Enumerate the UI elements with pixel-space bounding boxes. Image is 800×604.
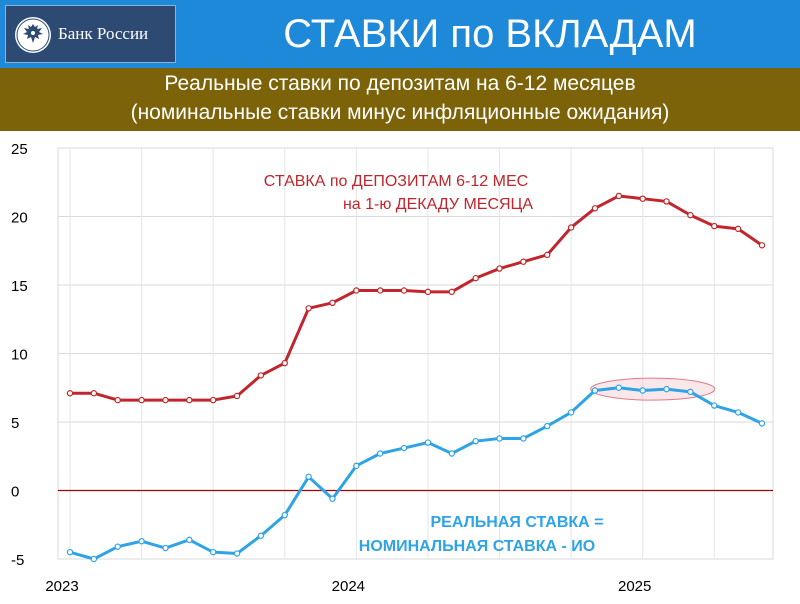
- nominal-data-point: [615, 192, 623, 200]
- subtitle-line-2: (номинальные ставки минус инфляционные о…: [130, 101, 670, 124]
- nominal-data-point: [257, 372, 265, 379]
- subtitle-line-1: Реальные ставки по депозитам на 6-12 мес…: [164, 72, 636, 95]
- real-data-point: [186, 536, 193, 544]
- real-data-point: [377, 450, 384, 457]
- nominal-data-point: [544, 251, 551, 259]
- real-data-point: [281, 511, 288, 519]
- real-data-point: [544, 422, 551, 430]
- real-data-point: [209, 548, 217, 556]
- header-bar: Банк России СТАВКИ по ВКЛАДАМ: [0, 0, 800, 68]
- deposit-rates-chart: 25 20 15 10 5 0 -5 2023 2024 2025 СТАВКА по ДЕПО…: [11, 141, 774, 595]
- nominal-data-point: [281, 359, 288, 367]
- real-data-point: [663, 385, 670, 393]
- nominal-data-point: [448, 288, 455, 296]
- nominal-data-point: [711, 222, 718, 230]
- nominal-data-point: [353, 287, 360, 294]
- real-data-point: [520, 435, 527, 442]
- bank-name: Банк России: [58, 24, 149, 43]
- y-tick-label: 15: [11, 278, 28, 295]
- series-layer: [66, 192, 766, 563]
- y-tick-label: -5: [11, 552, 24, 569]
- y-axis-ticks: 25 20 15 10 5 0 -5: [11, 141, 28, 569]
- y-tick-label: 20: [11, 210, 28, 227]
- real-data-point: [591, 387, 599, 394]
- nominal-data-point: [233, 392, 241, 400]
- real-data-point: [353, 462, 360, 470]
- real-data-point: [496, 435, 503, 442]
- bank-logo: Банк России: [5, 5, 176, 63]
- real-data-point: [329, 495, 336, 502]
- nominal-data-point: [305, 305, 312, 312]
- y-tick-label: 5: [11, 415, 19, 432]
- real-data-point: [257, 532, 265, 539]
- nominal-annotation-line1: СТАВКА по ДЕПОЗИТАМ 6-12 МЕС: [264, 173, 528, 190]
- x-tick-label: 2023: [45, 578, 78, 595]
- real-data-point: [639, 387, 646, 394]
- real-data-point: [138, 537, 145, 545]
- nominal-data-point: [162, 396, 169, 404]
- subtitle-band: Реальные ставки по депозитам на 6-12 мес…: [0, 68, 800, 131]
- page-title: СТАВКИ по ВКЛАДАМ: [283, 12, 697, 56]
- nominal-data-point: [687, 211, 694, 219]
- real-data-point: [615, 384, 623, 391]
- eagle-emblem-icon: [15, 17, 51, 53]
- real-annotation-line1: РЕАЛЬНАЯ СТАВКА =: [430, 514, 603, 531]
- nominal-data-point: [186, 396, 193, 404]
- real-data-point: [758, 420, 766, 427]
- real-data-point: [114, 543, 121, 550]
- nominal-data-point: [329, 299, 336, 307]
- real-series-line: [69, 386, 763, 561]
- real-data-point: [734, 409, 742, 416]
- nominal-data-point: [758, 242, 766, 249]
- real-data-point: [90, 555, 98, 563]
- x-tick-label: 2024: [332, 578, 365, 595]
- real-data-point: [233, 550, 241, 557]
- nominal-data-point: [591, 205, 599, 212]
- nominal-data-point: [114, 396, 121, 404]
- nominal-data-point: [138, 396, 145, 404]
- nominal-data-point: [424, 288, 432, 296]
- real-data-point: [711, 402, 718, 409]
- nominal-data-point: [90, 390, 98, 397]
- real-data-point: [687, 388, 694, 396]
- real-annotation-line2: НОМИНАЛЬНАЯ СТАВКА - ИО: [359, 538, 595, 555]
- nominal-data-point: [734, 225, 742, 233]
- y-tick-label: 0: [11, 484, 19, 501]
- x-tick-label: 2025: [618, 578, 651, 595]
- nominal-annotation-line2: на 1-ю ДЕКАДУ МЕСЯЦА: [343, 196, 533, 213]
- real-data-point: [448, 450, 455, 457]
- real-data-point: [305, 473, 312, 480]
- real-data-point: [162, 544, 169, 552]
- nominal-data-point: [520, 258, 527, 265]
- real-data-point: [472, 437, 479, 445]
- x-axis-ticks: 2023 2024 2025: [45, 578, 651, 595]
- nominal-data-point: [66, 390, 74, 397]
- real-data-point: [400, 444, 408, 452]
- real-data-point: [66, 548, 74, 556]
- real-data-point: [424, 439, 432, 446]
- nominal-data-point: [496, 265, 503, 272]
- nominal-data-point: [663, 198, 670, 205]
- nominal-data-point: [377, 287, 384, 294]
- nominal-data-point: [472, 274, 479, 282]
- nominal-series-line: [70, 194, 763, 402]
- nominal-data-point: [567, 224, 575, 231]
- nominal-data-point: [209, 396, 217, 404]
- nominal-data-point: [639, 195, 646, 202]
- real-data-point: [567, 409, 575, 416]
- chart-area: 25 20 15 10 5 0 -5 2023 2024 2025 СТАВКА по ДЕПО…: [0, 131, 800, 604]
- y-tick-label: 25: [11, 141, 28, 158]
- y-tick-label: 10: [11, 347, 28, 364]
- nominal-data-point: [400, 287, 408, 294]
